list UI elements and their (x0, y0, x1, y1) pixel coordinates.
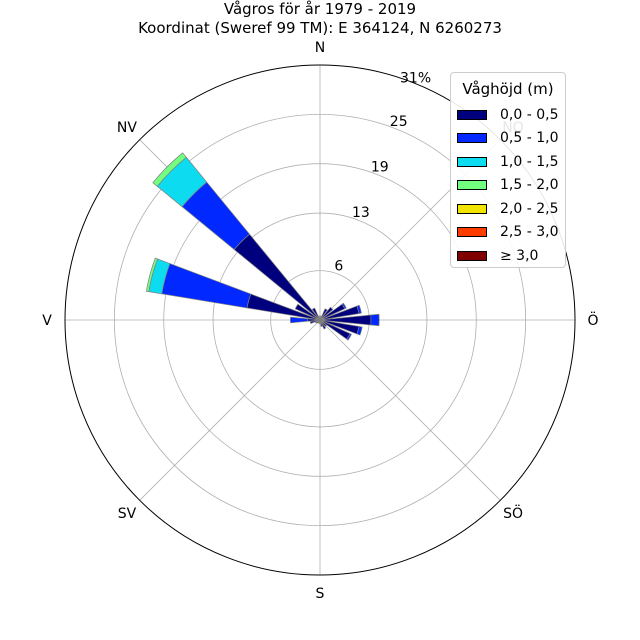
chart-title: Vågros för år 1979 - 2019 Koordinat (Swe… (0, 0, 640, 38)
rose-bar-segment (341, 302, 347, 310)
legend-item: ≥ 3,0 (457, 244, 559, 268)
rose-bar-segment (356, 304, 362, 314)
rose-bar-segment (145, 257, 158, 293)
legend-swatch (457, 109, 487, 120)
legend: Våghöjd (m) 0,0 - 0,5 0,5 - 1,0 1,0 - 1,5 1… (450, 72, 566, 268)
rose-bar-segment (311, 307, 321, 321)
rose-bar-segment (319, 308, 328, 321)
radial-tick-label: 19 (371, 160, 389, 176)
rose-bar-segment (319, 319, 327, 327)
radial-tick-label: 25 (390, 114, 408, 130)
rose-bar-segment (309, 319, 321, 324)
rose-bar-segment (356, 326, 363, 336)
legend-label: 1,5 - 2,0 (500, 177, 559, 194)
title-line-1: Vågros för år 1979 - 2019 (223, 0, 417, 18)
polar-frame (64, 64, 576, 576)
legend-item: 2,5 - 3,0 (457, 221, 559, 245)
legend-title: Våghöjd (m) (462, 80, 554, 98)
rose-bar-segment (319, 319, 327, 330)
legend-label: ≥ 3,0 (500, 247, 539, 264)
radial-tick-label: 13 (352, 205, 370, 221)
radial-max-label: 31% (400, 70, 431, 86)
legend-swatch (457, 180, 487, 191)
title-line-2: Koordinat (Sweref 99 TM): E 364124, N 62… (138, 19, 502, 37)
legend-label: 1,0 - 1,5 (500, 153, 559, 170)
rose-bar-segment (319, 306, 334, 321)
rose-bar-segment (318, 315, 321, 321)
grid-spoke (319, 319, 501, 501)
legend-item: 2,0 - 2,5 (457, 197, 559, 221)
rose-bar-segment (290, 316, 309, 324)
legend-item: 0,5 - 1,0 (457, 127, 559, 151)
legend-swatch (457, 133, 487, 144)
legend-item: 0,0 - 0,5 (457, 103, 559, 127)
grid-spoke (139, 319, 321, 501)
direction-label: V (42, 313, 52, 329)
legend-swatch (457, 156, 487, 167)
rose-bar-segment (152, 152, 187, 187)
legend-swatch (457, 250, 487, 261)
radial-tick-label: 6 (334, 258, 343, 274)
rose-bar-segment (161, 263, 252, 309)
rose-bars (145, 152, 380, 341)
direction-label: SÖ (503, 504, 523, 522)
legend-label: 2,5 - 3,0 (500, 224, 559, 241)
rose-bar-segment (294, 303, 321, 321)
rose-bar-segment (319, 319, 323, 327)
legend-label: 0,5 - 1,0 (500, 130, 559, 147)
legend-item: 1,0 - 1,5 (457, 150, 559, 174)
direction-label: Ö (587, 311, 598, 329)
direction-label: NV (117, 120, 137, 136)
legend-items: 0,0 - 0,5 0,5 - 1,0 1,0 - 1,5 1,5 - 2,0 2,0 … (457, 103, 559, 268)
rose-bar-segment (370, 313, 380, 327)
legend-label: 0,0 - 0,5 (500, 106, 559, 123)
legend-item: 1,5 - 2,0 (457, 174, 559, 198)
legend-swatch (457, 203, 487, 214)
legend-label: 2,0 - 2,5 (500, 200, 559, 217)
direction-label: SV (118, 506, 137, 522)
direction-label: S (316, 586, 325, 602)
direction-label: N (315, 40, 325, 56)
legend-swatch (457, 227, 487, 238)
rose-bar-segment (346, 333, 352, 341)
